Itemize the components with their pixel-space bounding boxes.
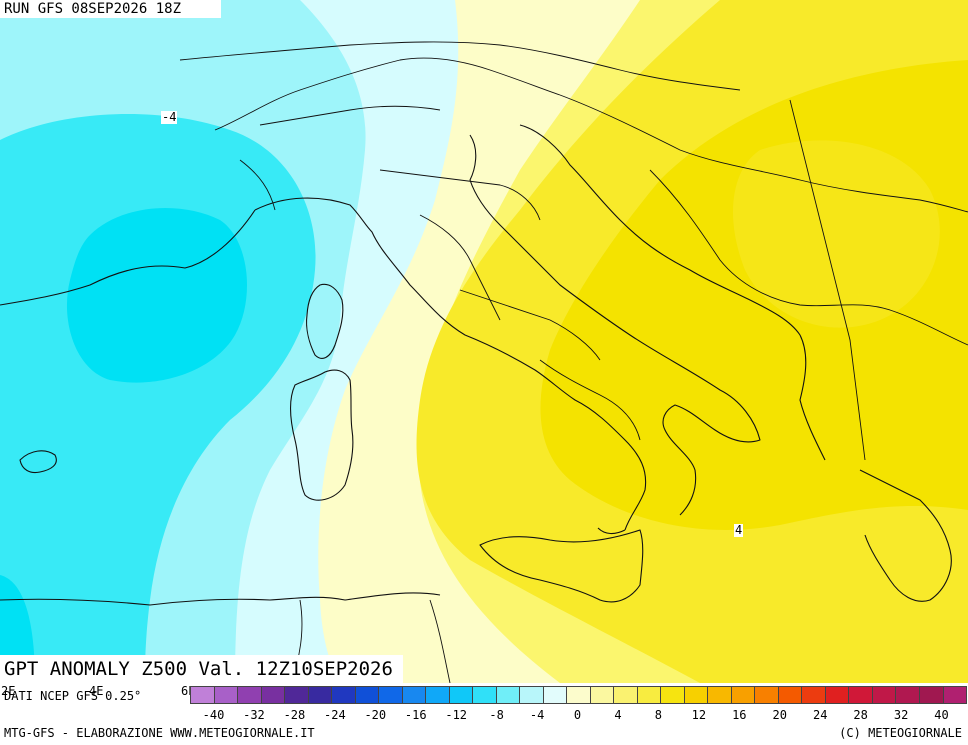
colorbar-swatch [613, 686, 638, 704]
colorbar-tick-label: 4 [614, 708, 622, 722]
coast-france-spain [0, 209, 256, 306]
border-italy-regions-1 [379, 169, 541, 221]
coast-italy-east [469, 134, 761, 516]
colorbar-swatch [378, 686, 403, 704]
colorbar-tick-label: 40 [934, 708, 949, 722]
border-balkans-1 [559, 94, 968, 213]
colorbar-swatch [942, 686, 968, 704]
geopotential-anomaly-map [0, 0, 968, 683]
anomaly-fields [0, 0, 968, 683]
colorbar-tick-label: 0 [573, 708, 582, 722]
colorbar-swatch [566, 686, 591, 704]
border-italy-regions-4 [539, 359, 641, 441]
colorbar-tick-label: 28 [853, 708, 868, 722]
colorbar-tick-label: 32 [893, 708, 909, 722]
border-north [179, 41, 741, 91]
border-balkans-2 [649, 169, 968, 346]
coast-sardinia [289, 369, 354, 501]
coast-africa [0, 592, 441, 606]
coast-italy-west [254, 197, 647, 531]
colorbar-swatch [918, 686, 944, 704]
lon-label-2e: 2E [0, 684, 17, 698]
colorbar-tick-label: -40 [202, 708, 225, 722]
colorbar-swatch [331, 686, 356, 704]
border-italy-regions-3 [459, 289, 601, 361]
colorbar-swatch [683, 686, 709, 704]
colorbar-tick-label: -28 [283, 708, 306, 722]
colorbar-swatch [307, 686, 333, 704]
map-title: GPT ANOMALY Z500 Val. 12Z10SEP2026 [0, 655, 403, 683]
colorbar-swatch [401, 686, 427, 704]
colorbar-tick-label: 12 [691, 708, 707, 722]
colorbar-swatch [589, 686, 615, 704]
colorbar-swatch [495, 686, 521, 704]
colorbar-swatch [660, 686, 685, 704]
colorbar-tick-label: -8 [489, 708, 504, 722]
colorbar-tick-label: -12 [445, 708, 468, 722]
colorbar-swatch [777, 686, 803, 704]
border-italy-regions-2 [419, 214, 501, 321]
coast-italy-toe [597, 527, 626, 535]
contour-label-neg4: -4 [161, 110, 178, 124]
colorbar-swatch [754, 686, 779, 704]
colorbar-tick-label: -24 [324, 708, 346, 722]
colorbar-swatch [636, 686, 662, 704]
colorbar-swatch [190, 686, 215, 704]
field-cyan-deep [66, 208, 247, 383]
footer: 2E 4E 6E DATI NCEP GFS 0.25° -40 -32 -28 -2… [0, 683, 968, 745]
contour-label-pos4: 4 [734, 523, 744, 537]
data-source-label: DATI NCEP GFS 0.25° [4, 689, 142, 703]
colorbar-swatch [707, 686, 732, 704]
colorbar-swatch [213, 686, 239, 704]
colorbar-swatch [448, 686, 474, 704]
border-swiss [259, 105, 441, 126]
colorbar-tick-label: 20 [772, 708, 787, 722]
border-alps [214, 57, 561, 131]
colorbar-tick-label: -16 [404, 708, 427, 722]
colorbar-tick-label: 8 [654, 708, 663, 722]
colorbar-swatch [871, 686, 897, 704]
colorbar-swatch [284, 686, 309, 704]
colorbar [190, 686, 968, 706]
colorbar-swatch [260, 686, 286, 704]
colorbar-swatch [237, 686, 262, 704]
border-libya [429, 599, 451, 683]
coast-sicily [479, 529, 644, 603]
lon-label-4e: 4E [88, 684, 105, 698]
colorbar-swatch [730, 686, 756, 704]
credit-right: (C) METEOGIORNALE [839, 726, 962, 740]
colorbar-tick-label: -4 [529, 708, 545, 722]
credit-left: MTG-GFS - ELABORAZIONE WWW.METEOGIORNALE… [4, 726, 315, 740]
coast-balearic [19, 450, 57, 474]
colorbar-ticks: -40 -32 -28 -24 -20 -16 -12 -8 -4 0 4 8 12 16 20 24 28 32… [190, 708, 966, 722]
coast-corsica [306, 283, 344, 359]
colorbar-swatch [472, 686, 497, 704]
coast-adriatic-east [519, 124, 826, 461]
colorbar-swatch [895, 686, 920, 704]
coast-greece [859, 469, 952, 602]
run-title: RUN GFS 08SEP2026 18Z [0, 0, 222, 18]
colorbar-swatch [519, 686, 544, 704]
border-france [239, 159, 276, 211]
colorbar-tick-label: -32 [243, 708, 265, 722]
colorbar-tick-label: 24 [812, 708, 828, 722]
colorbar-tick-label: 16 [732, 708, 747, 722]
colorbar-swatch [801, 686, 826, 704]
coastlines [0, 124, 952, 606]
colorbar-swatch [425, 686, 450, 704]
colorbar-swatch [354, 686, 380, 704]
colorbar-swatch [542, 686, 568, 704]
colorbar-swatch [848, 686, 873, 704]
border-balkans-3 [789, 99, 866, 461]
colorbar-tick-label: -20 [364, 708, 387, 722]
colorbar-swatch [824, 686, 850, 704]
field-yellow-center [733, 140, 940, 328]
